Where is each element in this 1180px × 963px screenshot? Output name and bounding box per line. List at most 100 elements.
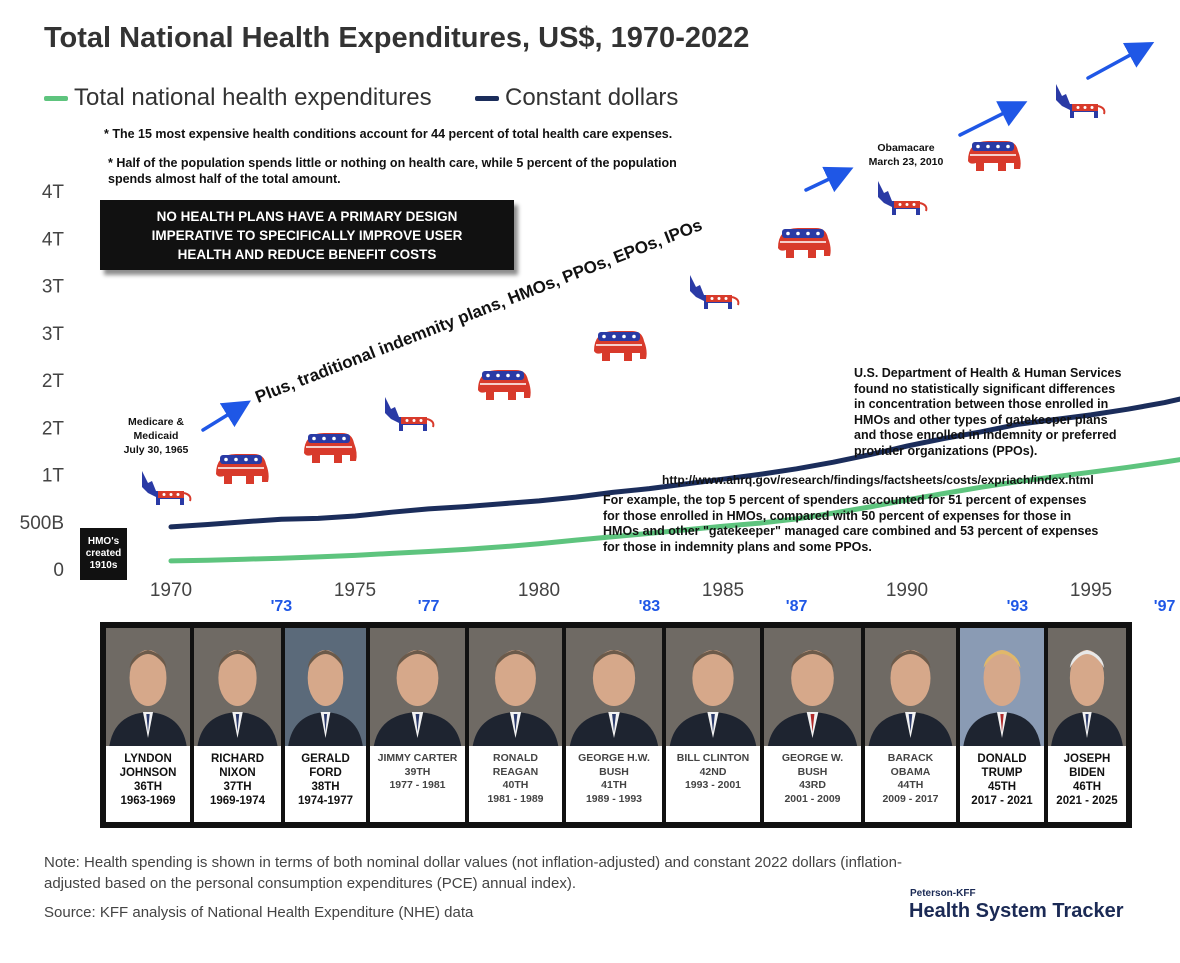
y-tick-label: 500B [20, 513, 64, 534]
medicare-line-2: Medicaid [133, 430, 179, 442]
president-caption-line: BILL CLINTON [676, 752, 750, 764]
president-panel: RICHARD NIXON 37TH 1969-1974 [194, 628, 281, 822]
president-caption-line: 1993 - 2001 [684, 779, 742, 791]
footer-note: Note: Health spending is shown in terms … [44, 854, 902, 892]
medicare-line-1: Medicare & [127, 416, 185, 428]
legend-item-constant[interactable]: Constant dollars [475, 84, 678, 112]
elephant-icon [216, 454, 269, 484]
y-tick-label: 2T [42, 371, 65, 392]
series-line-total [168, 457, 1180, 564]
note-2a: * Half of the population spends little o… [108, 156, 677, 170]
president-caption-line: 37TH [223, 781, 252, 793]
medicare-annotation: Medicare & Medicaid July 30, 1965 [112, 415, 200, 457]
president-portrait [285, 628, 366, 746]
president-portrait [469, 628, 562, 746]
x-axis: 1970197519801985199019952000200520102015… [150, 580, 1176, 615]
president-caption-line: JIMMY CARTER [377, 752, 458, 764]
trend-arrow [201, 400, 251, 432]
president-caption: GEORGE W. BUSH 43RD 2001 - 2009 [764, 752, 861, 806]
ahrq-url[interactable]: http://www.ahrq.gov/research/findings/fa… [662, 473, 1094, 487]
president-portrait [666, 628, 760, 746]
president-caption-line: JOSEPH [1063, 753, 1111, 765]
president-caption: RICHARD NIXON 37TH 1969-1974 [194, 752, 281, 808]
legend-label-total: Total national health expenditures [74, 84, 432, 111]
hhs-line-1: U.S. Department of Health & Human Servic… [854, 366, 1122, 380]
example-line-1: For example, the top 5 percent of spende… [603, 493, 1087, 507]
president-panel: GEORGE W. BUSH 43RD 2001 - 2009 [764, 628, 861, 822]
trend-arrow [804, 166, 854, 193]
x-tick-label: 1985 [702, 580, 744, 601]
president-caption-line: 42ND [699, 765, 727, 778]
series-layer [168, 396, 1180, 564]
hmo-line-3: 1910s [89, 560, 118, 571]
term-label: '83 [639, 598, 661, 615]
president-panel: BILL CLINTON 42ND 1993 - 2001 [666, 628, 760, 822]
brand-logo: Health System Tracker [909, 900, 1124, 922]
president-portrait [960, 628, 1044, 746]
trend-arrows [201, 41, 1155, 432]
series-line-constant [168, 396, 1180, 530]
x-tick-label: 1980 [518, 580, 560, 601]
president-caption-line: 2009 - 2017 [882, 792, 939, 805]
president-caption: RONALD REAGAN 40TH 1981 - 1989 [469, 752, 562, 806]
president-caption-line: BUSH [797, 765, 828, 778]
party-symbols [142, 84, 1106, 505]
president-caption-line: 1981 - 1989 [487, 792, 544, 805]
term-label: '87 [786, 598, 808, 615]
example-annotation: For example, the top 5 percent of spende… [603, 493, 1153, 555]
president-portrait [566, 628, 662, 746]
obamacare-annotation: Obamacare March 23, 2010 [856, 141, 956, 169]
design-imperative-box: NO HEALTH PLANS HAVE A PRIMARY DESIGN IM… [100, 200, 514, 270]
president-panel: RONALD REAGAN 40TH 1981 - 1989 [469, 628, 562, 822]
chart-title: Total National Health Expenditures, US$,… [44, 22, 750, 54]
term-label: '73 [271, 598, 293, 615]
y-tick-label: 0 [53, 560, 64, 581]
x-tick-label: 1970 [150, 580, 192, 601]
hhs-line-5: and those enrolled in indemnity or prefe… [854, 428, 1117, 442]
president-caption-line: 1969-1974 [210, 795, 265, 807]
president-caption: JOSEPH BIDEN 46TH 2021 - 2025 [1048, 752, 1126, 808]
president-portrait [764, 628, 861, 746]
note-1: * The 15 most expensive health condition… [104, 127, 673, 141]
legend-item-total[interactable]: Total national health expenditures [44, 84, 432, 112]
legend-swatch-constant [475, 96, 499, 102]
president-caption-line: GERALD [301, 753, 350, 765]
president-caption-line: NIXON [219, 767, 256, 779]
y-tick-label: 2T [42, 418, 65, 439]
design-imperative-line-2: IMPERATIVE TO SPECIFICALLY IMPROVE USER [151, 227, 463, 243]
president-panel: GERALD FORD 38TH 1974-1977 [285, 628, 366, 822]
president-caption-line: 2001 - 2009 [784, 792, 841, 805]
hmo-created-box: HMO's created 1910s [80, 528, 127, 580]
president-caption-line: 1989 - 1993 [585, 792, 643, 805]
president-panel: JIMMY CARTER 39TH 1977 - 1981 [370, 628, 465, 822]
president-panel: GEORGE H.W. BUSH 41TH 1989 - 1993 [566, 628, 662, 822]
president-caption: JIMMY CARTER 39TH 1977 - 1981 [370, 752, 465, 793]
donkey-icon [142, 471, 192, 505]
president-panel: LYNDON JOHNSON 36TH 1963-1969 [106, 628, 190, 822]
y-tick-label: 3T [42, 277, 65, 298]
president-caption-line: 46TH [1072, 781, 1102, 793]
example-line-2: for those enrolled in HMOs, compared wit… [603, 508, 1072, 523]
design-imperative-line-1: NO HEALTH PLANS HAVE A PRIMARY DESIGN [156, 208, 458, 224]
president-panel: JOSEPH BIDEN 46TH 2021 - 2025 [1048, 628, 1126, 822]
term-label: '77 [418, 598, 440, 615]
example-line-3: HMOs and other "gatekeeper" managed care… [603, 524, 1099, 538]
elephant-icon [778, 228, 831, 258]
y-tick-label: 1T [42, 466, 65, 487]
donkey-icon [878, 181, 928, 215]
note-2b: spends almost half of the total amount. [108, 172, 341, 186]
obamacare-line-2: March 23, 2010 [868, 156, 944, 168]
president-caption-line: RICHARD [210, 753, 265, 765]
hmo-line-1: HMO's [87, 536, 120, 547]
president-caption-line: 40TH [502, 779, 529, 791]
president-panel: DONALD TRUMP 45TH 2017 - 2021 [960, 628, 1044, 822]
president-caption-line: BIDEN [1069, 767, 1105, 779]
hmo-line-2: created [85, 548, 122, 559]
elephant-icon [304, 433, 357, 463]
elephant-icon [478, 370, 531, 400]
president-caption-line: 44TH [897, 779, 924, 791]
president-caption-line: 41TH [601, 779, 627, 791]
president-caption-line: 2021 - 2025 [1056, 795, 1118, 807]
elephant-icon [594, 331, 647, 361]
president-caption: LYNDON JOHNSON 36TH 1963-1969 [106, 752, 190, 808]
